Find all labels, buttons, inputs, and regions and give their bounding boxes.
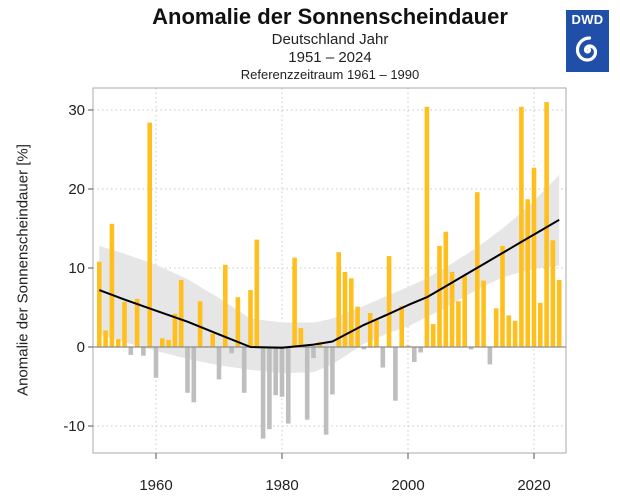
bar-negative <box>273 347 278 396</box>
bar-positive <box>399 305 404 347</box>
bar-positive <box>481 280 486 347</box>
bar-positive <box>298 328 304 347</box>
y-tick-label: -10 <box>63 418 85 435</box>
bar-positive <box>506 315 512 347</box>
bar-positive <box>147 122 152 347</box>
trend-layer <box>98 218 560 349</box>
bar-negative <box>260 347 266 439</box>
bar-positive <box>538 302 543 347</box>
bar-negative <box>468 347 474 350</box>
trend-line <box>98 218 560 349</box>
bar-positive <box>97 261 102 347</box>
bar-negative <box>267 347 272 430</box>
bar-positive <box>374 320 379 347</box>
bar-negative <box>191 347 197 403</box>
x-tick-label: 2000 <box>391 477 424 494</box>
bars-layer <box>97 102 562 439</box>
dwd-logo: DWD <box>566 10 609 72</box>
y-tick-label: 10 <box>68 260 85 277</box>
x-tick-label: 2020 <box>517 477 550 494</box>
bar-negative <box>185 347 190 393</box>
chart-title: Anomalie der Sonnenscheindauer <box>152 4 508 29</box>
x-tick-label: 1980 <box>265 477 298 494</box>
y-tick-label: 30 <box>68 102 85 119</box>
bar-positive <box>519 106 524 347</box>
bar-positive <box>355 306 360 347</box>
swirl-icon <box>575 36 598 62</box>
bar-negative <box>323 347 329 435</box>
bar-negative <box>141 347 146 356</box>
bar-positive <box>248 290 253 347</box>
bar-negative <box>412 347 417 362</box>
bar-positive <box>437 245 442 347</box>
bar-negative <box>361 347 367 350</box>
bar-positive <box>254 239 260 347</box>
bar-positive <box>292 257 297 347</box>
bar-negative <box>153 347 159 378</box>
bar-positive <box>550 240 556 347</box>
chart-subtitle-reference: Referenzzeitraum 1961 – 1990 <box>240 67 420 82</box>
chart-subtitle-period: 1951 – 2024 <box>288 49 372 66</box>
bar-positive <box>342 271 348 347</box>
bar-positive <box>223 264 228 347</box>
bar-positive <box>115 339 121 347</box>
bar-negative <box>229 347 234 354</box>
bar-negative <box>393 347 398 401</box>
y-tick-label: 0 <box>77 339 85 356</box>
bar-positive <box>525 199 530 347</box>
bar-positive <box>449 271 455 347</box>
bar-positive <box>386 256 392 347</box>
bar-positive <box>109 223 115 347</box>
bar-positive <box>160 338 165 347</box>
plot-panel-border <box>92 87 567 454</box>
bar-positive <box>367 313 373 347</box>
bar-positive <box>556 279 562 347</box>
bar-positive <box>122 302 127 347</box>
bar-negative <box>241 347 247 393</box>
bar-negative <box>304 347 310 420</box>
bar-negative <box>216 347 222 380</box>
bar-positive <box>500 245 505 347</box>
bar-negative <box>487 347 493 365</box>
bar-positive <box>172 313 178 347</box>
bar-positive <box>134 298 140 347</box>
bar-positive <box>531 167 537 347</box>
y-tick-label: 20 <box>68 181 85 198</box>
bar-positive <box>544 102 549 347</box>
bar-positive <box>197 301 203 347</box>
bar-positive <box>178 279 184 347</box>
bar-positive <box>475 192 480 347</box>
bar-positive <box>405 345 411 347</box>
confidence-band <box>99 174 560 374</box>
bar-positive <box>235 297 241 347</box>
bar-negative <box>286 347 291 424</box>
bar-negative <box>128 347 134 355</box>
axes-layer: 30 20 10 0 -10 1960 1980 2000 2020 <box>63 102 550 494</box>
bar-positive <box>424 106 430 347</box>
bar-positive <box>456 301 461 347</box>
bar-negative <box>311 347 316 359</box>
confidence-band-layer <box>99 174 560 374</box>
bar-positive <box>349 278 354 347</box>
chart-subtitle-region: Deutschland Jahr <box>271 31 389 48</box>
bar-positive <box>210 333 215 347</box>
dwd-logo-text: DWD <box>571 12 604 27</box>
bar-negative <box>418 347 423 353</box>
bar-positive <box>103 330 108 347</box>
x-tick-label: 1960 <box>139 477 172 494</box>
bar-positive <box>493 308 499 347</box>
bar-positive <box>317 342 323 347</box>
bar-positive <box>462 275 467 347</box>
bar-negative <box>330 347 335 395</box>
bar-negative <box>380 347 386 368</box>
bar-positive <box>430 324 436 347</box>
bar-positive <box>512 320 518 347</box>
bar-negative <box>279 347 285 397</box>
bar-positive <box>336 252 341 347</box>
bar-positive <box>166 339 171 347</box>
bar-positive <box>443 231 449 347</box>
